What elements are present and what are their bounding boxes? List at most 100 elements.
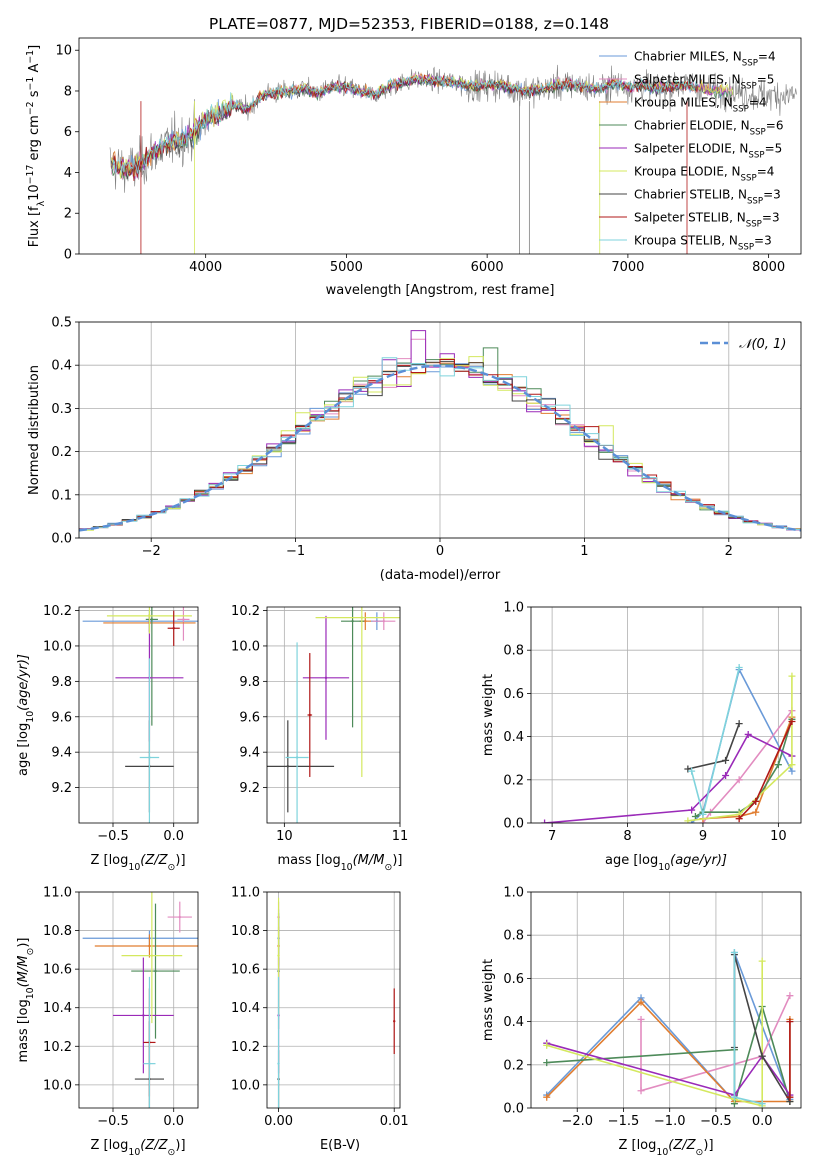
legend-label-part: =4 (758, 50, 776, 64)
x-axis-label-part: 10 (658, 862, 670, 873)
grid (267, 891, 400, 1108)
y-tick-label: 0.8 (503, 929, 524, 944)
x-tick-label: 0.0 (163, 829, 184, 844)
y-tick-label: 0.4 (503, 1015, 524, 1030)
series-marker (788, 672, 796, 680)
legend-label: Salpeter MILES, NSSP=5 (634, 73, 774, 92)
y-axis-label: age [log10(age/yr)] (16, 654, 36, 776)
data-point (150, 954, 154, 957)
y-tick-label: 9.4 (239, 746, 260, 761)
y-tick-label: 9.2 (239, 781, 260, 796)
legend-label-part: =5 (757, 73, 775, 87)
legend-label: Kroupa STELIB, NSSP=3 (634, 234, 772, 253)
y-tick-label: 0 (64, 248, 72, 263)
series-marker (788, 767, 796, 775)
legend-label: Kroupa ELODIE, NSSP=4 (634, 165, 774, 184)
legend-label-part: =3 (763, 188, 781, 202)
x-tick-label: 7 (548, 829, 556, 844)
y-tick-label: 0.0 (503, 817, 524, 832)
series-marker (688, 767, 696, 775)
series-marker (786, 992, 794, 1000)
x-axis-label: E(B-V) (320, 1138, 360, 1153)
legend-label-part: =4 (757, 165, 775, 179)
x-tick-label: 0.00 (264, 1114, 293, 1129)
y-tick-label: 10.6 (43, 963, 72, 978)
legend-label-part: SSP (746, 220, 762, 230)
x-tick-label: −0.5 (97, 829, 129, 844)
data-point (150, 618, 154, 621)
x-axis-label-part: ⊙ (168, 1147, 176, 1158)
x-tick-label: 0.0 (163, 1114, 184, 1129)
legend-label-part: Kroupa MILES, N (634, 96, 733, 110)
x-tick-label: 8000 (752, 260, 785, 275)
data-point (142, 1014, 145, 1017)
legend-label-part: SSP (741, 174, 757, 184)
plot-area (267, 892, 400, 1108)
y-tick-label: 10.8 (231, 924, 260, 939)
x-tick-label: 1 (580, 544, 588, 559)
ticks: −0.5 0.0 9.2 9.4 9.6 9.8 10.0 10.2 (43, 604, 184, 844)
series-marker (735, 815, 743, 823)
series-marker (744, 730, 752, 738)
x-axis-label-part: (Z/Z (668, 1138, 696, 1153)
data-point (364, 619, 367, 623)
x-axis-label: Z [log10(Z/Z⊙)] (618, 1138, 713, 1158)
data-point (182, 618, 185, 621)
x-tick-label: −2 (142, 544, 161, 559)
ticks: −0.5 0.0 10.0 10.2 10.4 10.6 10.8 11.0 (43, 886, 184, 1130)
x-axis-label-part: Z [log (90, 853, 128, 868)
y-tick-label: 2 (64, 207, 72, 222)
legend-label-part: SSP (748, 151, 764, 161)
x-tick-label: 4000 (189, 260, 222, 275)
x-tick-label: 8 (623, 829, 631, 844)
x-tick-label: 7000 (611, 260, 644, 275)
x-tick-label: −2.0 (561, 1114, 593, 1129)
series-marker (684, 817, 692, 823)
y-axis-label-part: λ (36, 200, 47, 206)
panel-spectrum: 4000 5000 6000 7000 8000 0 2 4 6 8 10 Chabrier MILE… (25, 37, 802, 298)
y-tick-label: 0.2 (51, 445, 72, 460)
y-tick-label: 0.6 (503, 687, 524, 702)
panel-mass_vs_Z: −0.5 0.010.010.210.410.610.811.0Z [log10(… (16, 886, 199, 1158)
x-axis-label-part: (Z/Z (140, 1138, 168, 1153)
series-marker (730, 1093, 738, 1101)
y-tick-label: 10.2 (43, 604, 72, 619)
axes-frame (530, 606, 802, 824)
model-kroupa-stelib (111, 75, 699, 174)
plot-content (82, 607, 198, 823)
y-tick-label: 10.0 (43, 1078, 72, 1093)
x-tick-label: −1.5 (608, 1114, 640, 1129)
legend-label-part: =3 (762, 211, 780, 225)
data-point (154, 969, 157, 973)
legend-label-part: SSP (738, 243, 754, 253)
y-axis-label-part: 10 (25, 711, 36, 723)
series-marker (788, 717, 796, 725)
x-tick-label: −0.5 (700, 1114, 732, 1129)
y-tick-label: 6 (64, 125, 72, 140)
y-tick-label: 10.0 (231, 639, 260, 654)
y-axis-label: Flux [fλ10−17 erg cm−2 s−1 A−1] (25, 45, 47, 247)
data-point (148, 756, 151, 759)
series-marker (735, 776, 743, 784)
grid (79, 607, 198, 823)
plot-area (267, 607, 400, 823)
x-axis-label-part: 10 (341, 862, 353, 873)
x-axis-label-part: mass [log (278, 853, 341, 868)
y-tick-label: 10.2 (43, 1040, 72, 1055)
x-tick-label: 10 (276, 829, 293, 844)
x-tick-label: 9 (699, 829, 707, 844)
panel-residuals: −2 −1 0 1 2 0.0 0.1 0.2 0.3 0.4 0.5 𝒩(0, 1) (data-mo… (27, 316, 802, 583)
plot-content (79, 330, 801, 538)
data-point (351, 619, 354, 623)
y-axis-label-part: ⊙ (25, 948, 36, 956)
legend-label-part: SSP (747, 197, 763, 207)
figure-title: PLATE=0877, MJD=52353, FIBERID=0188, z=0… (209, 15, 609, 33)
legend-label: Kroupa MILES, NSSP=4 (634, 96, 767, 115)
plot-content (109, 64, 798, 254)
legend-label-part: Salpeter ELODIE, N (634, 142, 748, 156)
axes-frame (78, 321, 802, 539)
x-axis-label: (data-model)/error (380, 568, 501, 583)
legend-label: Salpeter ELODIE, NSSP=5 (634, 142, 782, 161)
x-axis-label-part: (M/M (353, 853, 385, 868)
